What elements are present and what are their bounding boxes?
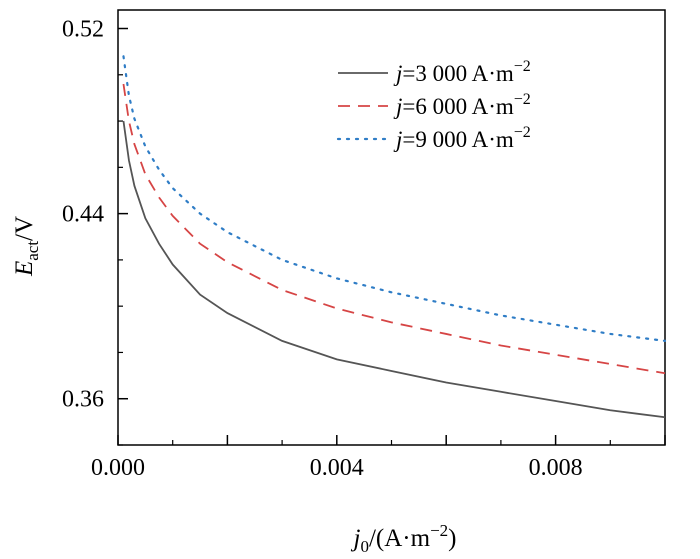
series-line-1 bbox=[122, 120, 666, 419]
legend-label-2: j=6 000 A·m−2 bbox=[393, 91, 531, 119]
y-tick-label: 0.52 bbox=[62, 17, 104, 43]
legend-label-1: j=3 000 A·m−2 bbox=[393, 58, 531, 86]
series-group bbox=[122, 55, 667, 419]
y-tick-label: 0.36 bbox=[62, 387, 104, 413]
series-line-2 bbox=[122, 83, 666, 375]
legend: j=3 000 A·m−2 j=6 000 A·m−2 j=9 000 A·m−2 bbox=[336, 58, 531, 152]
tick-labels: 0.000 0.004 0.008 0.36 0.44 0.52 bbox=[62, 17, 583, 481]
x-tick-label: 0.000 bbox=[91, 455, 145, 481]
legend-label-3: j=9 000 A·m−2 bbox=[393, 124, 531, 152]
axis-ticks bbox=[117, 27, 666, 446]
y-axis-title: Eact/V bbox=[11, 216, 42, 277]
series-line-3 bbox=[122, 55, 667, 342]
x-tick-label: 0.008 bbox=[529, 455, 583, 481]
y-tick-label: 0.44 bbox=[62, 202, 104, 228]
x-axis-title: j0/(A·m−2) bbox=[351, 521, 457, 556]
x-tick-label: 0.004 bbox=[310, 455, 364, 481]
plot-frame bbox=[117, 9, 666, 446]
